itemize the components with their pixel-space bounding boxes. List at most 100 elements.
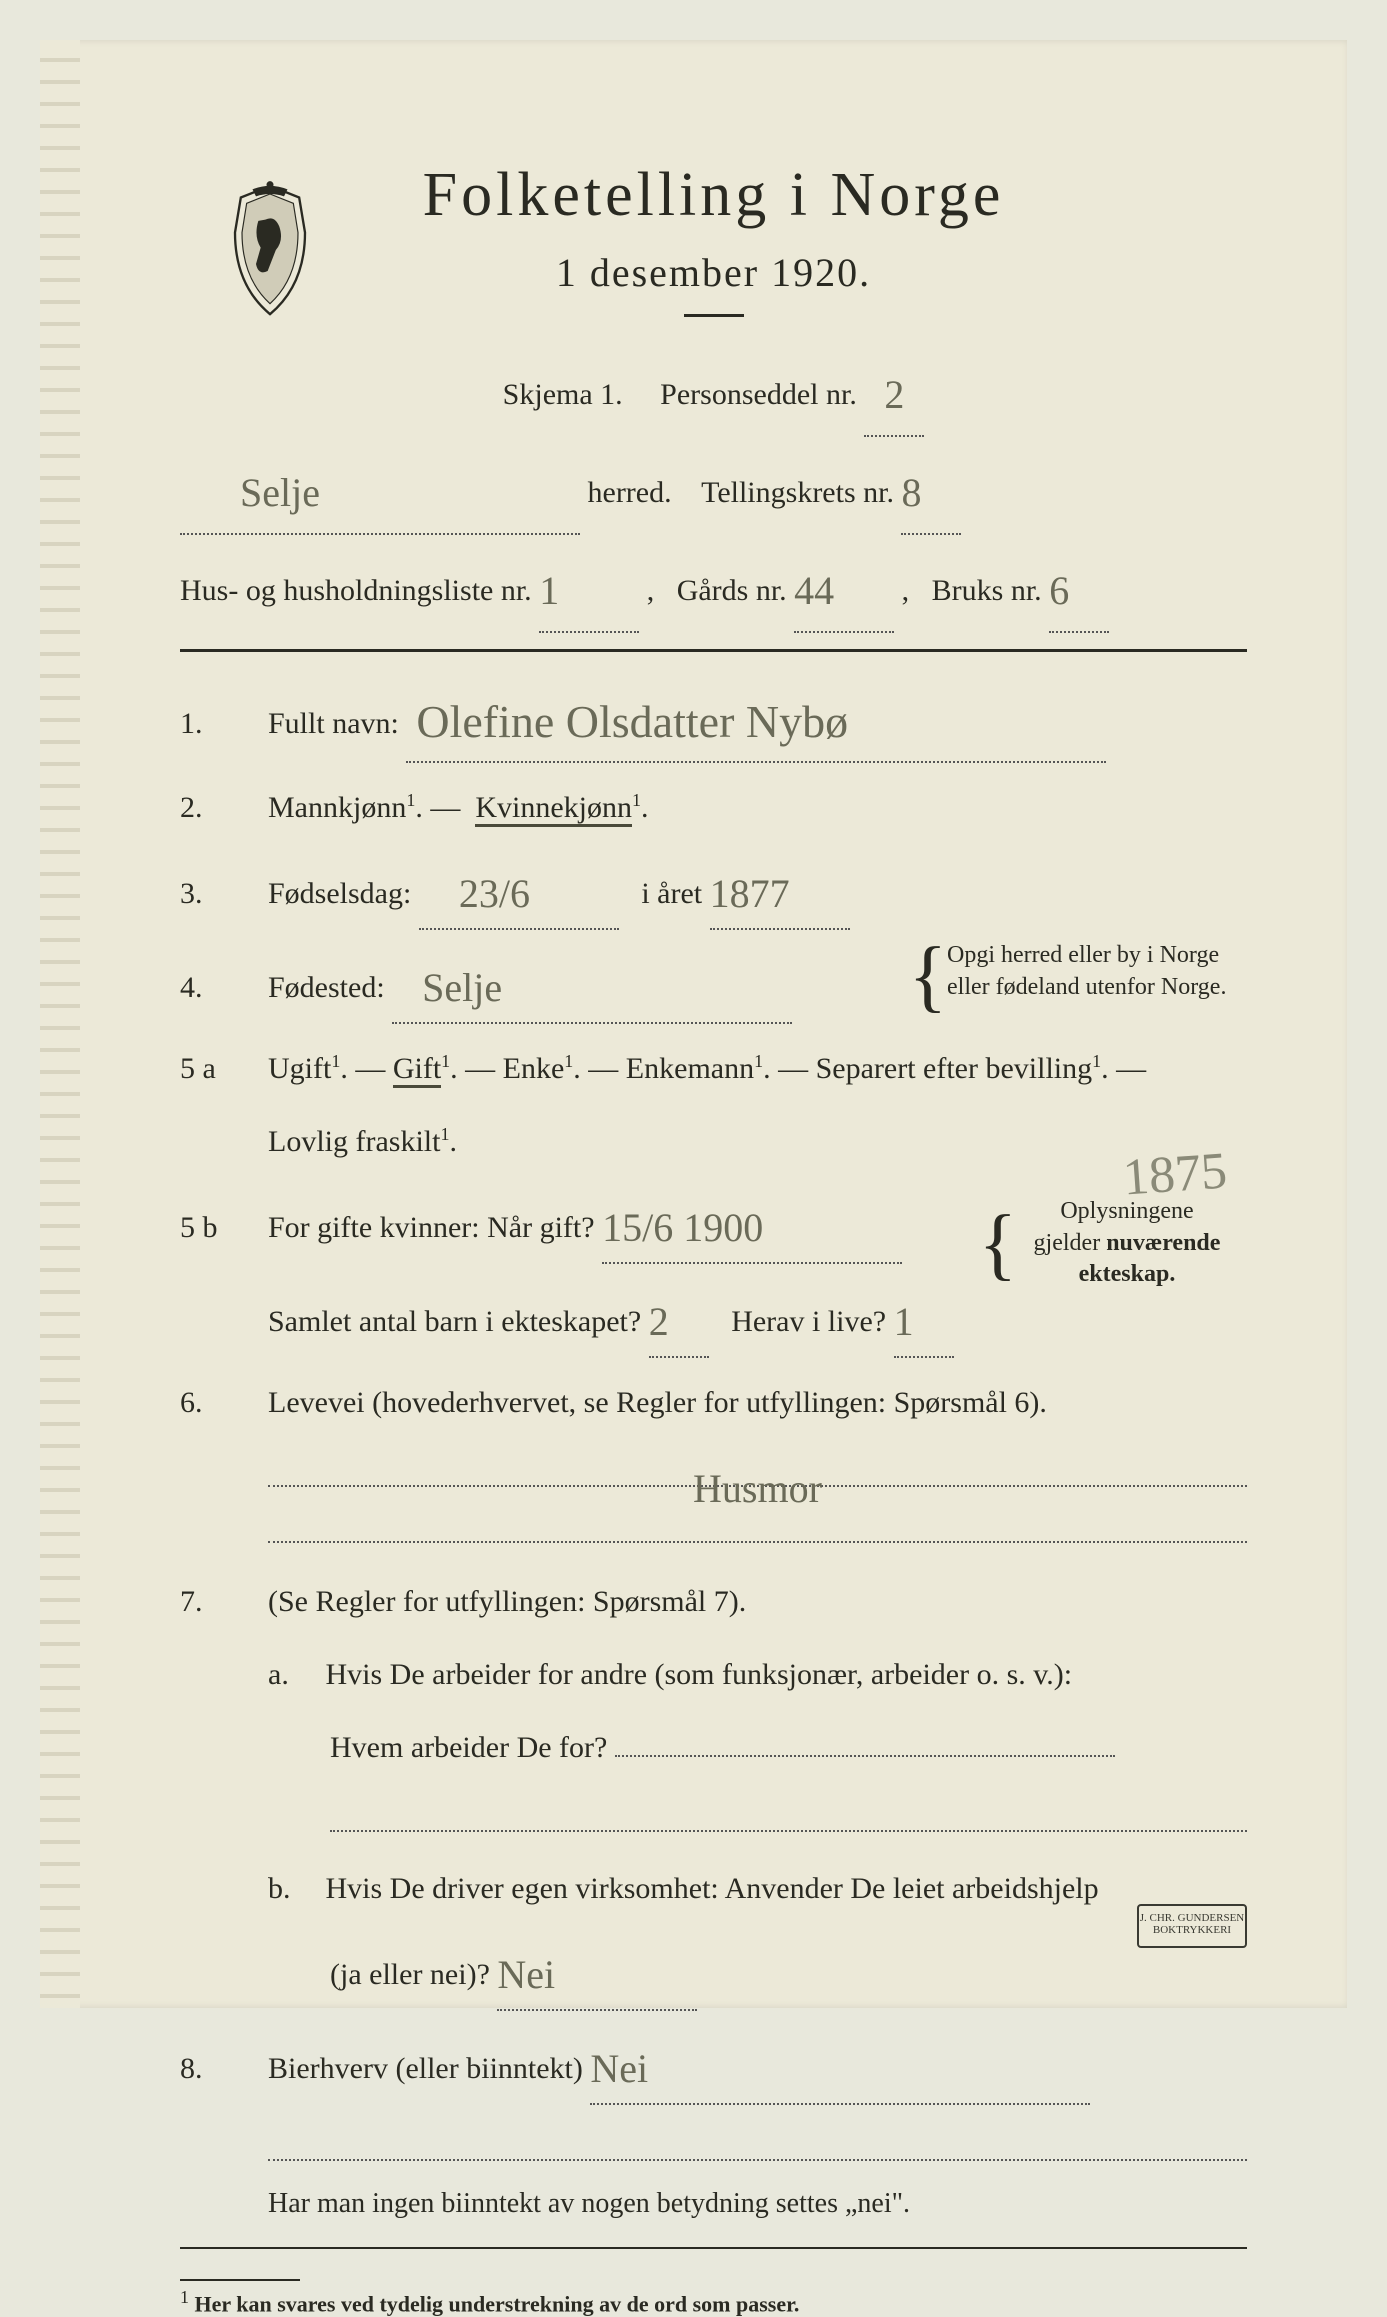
question-7b-line2: (ja eller nei)? Nei	[180, 1933, 1247, 2011]
personseddel-field: 2	[864, 347, 924, 437]
question-5a-cont: Lovlig fraskilt1.	[180, 1113, 1247, 1170]
q5b-gift-field: 15/6 1900	[602, 1186, 902, 1264]
q7b-label: b.	[268, 1860, 318, 1917]
question-8-field-2	[180, 2121, 1247, 2161]
q5b-live-field: 1	[894, 1280, 954, 1358]
question-8: 8. Bierhverv (eller biinntekt) Nei	[180, 2027, 1247, 2105]
q1-num: 1.	[180, 695, 268, 752]
q5b-label: For gifte kvinner: Når gift?	[268, 1211, 595, 1244]
q8-label: Bierhverv (eller biinntekt)	[268, 2052, 583, 2085]
form-subtitle: 1 desember 1920.	[180, 249, 1247, 296]
tellingskrets-label: Tellingskrets nr.	[701, 476, 894, 509]
q7a-field	[615, 1755, 1115, 1757]
form-header: Folketelling i Norge 1 desember 1920.	[180, 160, 1247, 317]
q7a-text1: Hvis De arbeider for andre (som funksjon…	[326, 1658, 1073, 1691]
binding-edge	[40, 40, 80, 2008]
bruks-label: Bruks nr.	[932, 574, 1042, 607]
q8-value: Nei	[590, 2031, 648, 2107]
gards-value: 44	[794, 547, 834, 635]
question-6-field-2	[180, 1503, 1247, 1543]
tellingskrets-value: 8	[901, 449, 921, 537]
q5b-barn-label: Samlet antal barn i ekteskapet?	[268, 1305, 641, 1338]
q6-num: 6.	[180, 1374, 268, 1431]
question-7a: a. Hvis De arbeider for andre (som funks…	[180, 1646, 1247, 1703]
tellingskrets-field: 8	[901, 445, 961, 535]
personseddel-value: 2	[884, 351, 904, 439]
brace-icon: {	[909, 936, 947, 1016]
q5b-note2: gjelder	[1034, 1230, 1107, 1256]
husliste-label: Hus- og husholdningsliste nr.	[180, 574, 532, 607]
husliste-value: 1	[539, 547, 559, 635]
q5a-ugift: Ugift	[268, 1052, 331, 1085]
q7b-value: Nei	[497, 1937, 555, 2013]
q1-value: Olefine Olsdatter Nybø	[406, 678, 848, 765]
q3-num: 3.	[180, 865, 268, 922]
q8-num: 8.	[180, 2040, 268, 2097]
q4-value: Selje	[392, 950, 502, 1026]
question-3: 3. Fødselsdag: 23/6 i året 1877	[180, 852, 1247, 930]
q3-label: Fødselsdag:	[268, 877, 411, 910]
q2-kvinne: Kvinnekjønn	[475, 791, 632, 827]
q5a-fraskilt: Lovlig fraskilt	[268, 1125, 440, 1158]
q1-label: Fullt navn:	[268, 707, 399, 740]
q2-num: 2.	[180, 779, 268, 836]
separator-2	[180, 2247, 1247, 2249]
q4-note1: Opgi herred eller by i Norge	[947, 940, 1267, 971]
q7-label: (Se Regler for utfyllingen: Spørsmål 7).	[268, 1585, 746, 1618]
meta-line-2: Selje herred. Tellingskrets nr. 8	[180, 445, 1247, 535]
q3-year-field: 1877	[710, 852, 850, 930]
q5a-enkemann: Enkemann	[626, 1052, 754, 1085]
q7a-label: a.	[268, 1646, 318, 1703]
question-6: 6. Levevei (hovederhvervet, se Regler fo…	[180, 1374, 1247, 1431]
q5b-barn-value: 2	[649, 1284, 669, 1360]
husliste-field: 1	[539, 543, 639, 633]
q1-field: Olefine Olsdatter Nybø	[406, 674, 1106, 763]
q8-field: Nei	[590, 2027, 1090, 2105]
q5b-live-value: 1	[894, 1284, 914, 1360]
question-1: 1. Fullt navn: Olefine Olsdatter Nybø	[180, 674, 1247, 763]
q6-label: Levevei (hovederhvervet, se Regler for u…	[268, 1386, 1047, 1419]
footnote-rule	[180, 2279, 300, 2281]
bruks-field: 6	[1049, 543, 1109, 633]
gards-field: 44	[794, 543, 894, 633]
skjema-label: Skjema 1.	[503, 378, 623, 411]
q5a-separert: Separert efter bevilling	[816, 1052, 1093, 1085]
q7b-text2: (ja eller nei)?	[330, 1958, 490, 1991]
footnote-text: Her kan svares ved tydelig understreknin…	[195, 2291, 800, 2316]
q3-year-value: 1877	[710, 856, 790, 932]
herred-value: Selje	[180, 449, 320, 537]
q5a-gift: Gift	[393, 1052, 441, 1088]
q3-day-value: 23/6	[419, 856, 530, 932]
q2-sep1: . —	[415, 791, 460, 824]
question-6-field: Husmor	[180, 1447, 1247, 1487]
q7-num: 7.	[180, 1573, 268, 1630]
form-title: Folketelling i Norge	[180, 160, 1247, 231]
q5b-num: 5 b	[180, 1199, 268, 1256]
question-7: 7. (Se Regler for utfyllingen: Spørsmål …	[180, 1573, 1247, 1630]
question-5b-cont: Samlet antal barn i ekteskapet? 2 Herav …	[180, 1280, 1247, 1358]
q5a-num: 5 a	[180, 1040, 268, 1097]
q5b-live-label: Herav i live?	[731, 1305, 886, 1338]
footnote-num: 1	[180, 2287, 189, 2307]
meta-line-1: Skjema 1. Personseddel nr. 2	[180, 347, 1247, 437]
census-form-page: Folketelling i Norge 1 desember 1920. Sk…	[40, 40, 1347, 2008]
q5b-note2b: nuværende	[1106, 1230, 1220, 1256]
footer-note: Har man ingen biinntekt av nogen betydni…	[180, 2177, 1247, 2230]
q4-num: 4.	[180, 959, 268, 1016]
question-4: 4. Fødested: Selje { Opgi herred eller b…	[180, 946, 1247, 1024]
separator-1	[180, 649, 1247, 652]
q4-field: Selje	[392, 946, 792, 1024]
q7a-text2: Hvem arbeider De for?	[330, 1731, 607, 1764]
q4-label: Fødested:	[268, 971, 385, 1004]
question-5a: 5 a Ugift1. — Gift1. — Enke1. — Enkemann…	[180, 1040, 1247, 1097]
question-2: 2. Mannkjønn1. — Kvinnekjønn1.	[180, 779, 1247, 836]
bruks-value: 6	[1049, 547, 1069, 635]
herred-field: Selje	[180, 445, 580, 535]
printer-stamp: J. CHR. GUNDERSENBOKTRYKKERI	[1137, 1904, 1247, 1948]
q5b-gift-value: 15/6 1900	[602, 1190, 763, 1266]
q5b-barn-field: 2	[649, 1280, 709, 1358]
gards-label: Gårds nr.	[677, 574, 787, 607]
footnote-block: 1 Her kan svares ved tydelig understrekn…	[180, 2279, 1247, 2317]
q5b-note1: Oplysningene	[997, 1196, 1257, 1227]
herred-label: herred.	[588, 476, 672, 509]
